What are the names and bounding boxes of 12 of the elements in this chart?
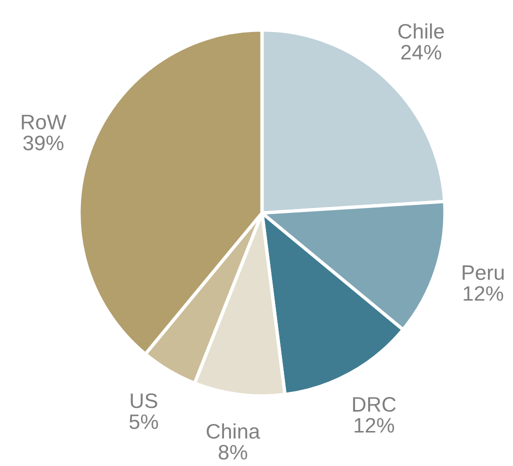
- slice-label: DRC: [353, 397, 396, 412]
- slice-label: RoW: [22, 114, 66, 130]
- data-label: 8%: [218, 444, 248, 460]
- data-label: 39%: [23, 136, 64, 150]
- slice-label: US: [130, 393, 158, 408]
- slice-label: China: [206, 423, 260, 439]
- slice-label: Chile: [398, 23, 444, 39]
- data-label: 5%: [129, 414, 158, 430]
- data-label: 12%: [464, 286, 504, 301]
- data-label: 12%: [354, 418, 394, 433]
- data-label: 24%: [401, 44, 442, 60]
- slice-label: Peru: [462, 265, 504, 280]
